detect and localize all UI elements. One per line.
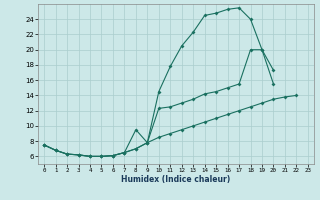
X-axis label: Humidex (Indice chaleur): Humidex (Indice chaleur)	[121, 175, 231, 184]
